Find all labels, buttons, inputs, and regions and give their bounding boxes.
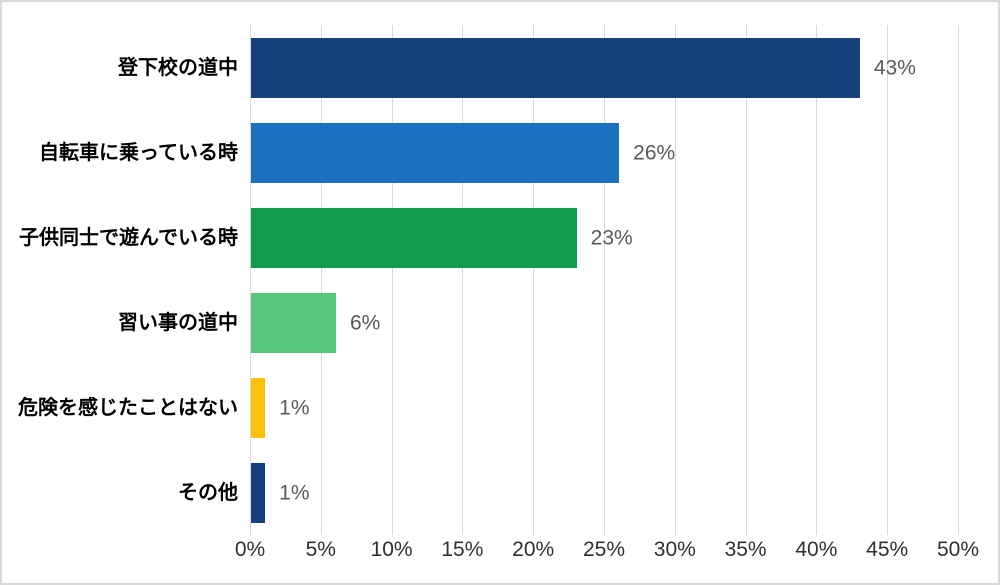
x-tick-label: 50% [936, 538, 980, 561]
gridline [391, 25, 393, 535]
bar [251, 377, 266, 438]
bar [251, 37, 860, 98]
category-label: 子供同士で遊んでいる時 [19, 226, 238, 249]
category-label: 自転車に乗っている時 [39, 141, 238, 164]
value-axis: 0% 5% 10% 15% 20% 25% 30% 35% 40% 45% 50% [2, 538, 998, 569]
category-label: その他 [178, 481, 238, 504]
category-label: 習い事の道中 [118, 311, 238, 334]
x-tick-label: 45% [866, 538, 909, 561]
x-tick-label: 20% [512, 538, 555, 561]
value-label: 23% [590, 226, 633, 249]
gridline [320, 25, 322, 535]
bar [251, 292, 336, 353]
gridline [745, 25, 747, 535]
gridline [533, 25, 535, 535]
value-label: 6% [349, 311, 381, 334]
gridline [250, 25, 251, 535]
plot-area: 43% 26% 23% 6% 1% 1% [250, 25, 959, 535]
x-tick-label: 5% [305, 538, 336, 561]
gridline [958, 25, 959, 535]
gridline [604, 25, 605, 535]
gridline [674, 25, 676, 535]
category-label: 危険を感じたことはない [18, 396, 238, 419]
bar [251, 462, 266, 523]
bar [251, 207, 577, 268]
x-tick-label: 0% [234, 538, 266, 561]
gridline [816, 25, 818, 535]
x-tick-label: 25% [582, 538, 626, 561]
value-label: 43% [873, 56, 916, 79]
category-axis: 登下校の道中自転車に乗っている時子供同士で遊んでいる時習い事の道中危険を感じたこ… [2, 25, 238, 535]
gridline [462, 25, 464, 535]
x-tick-label: 35% [724, 538, 767, 561]
x-tick-label: 10% [370, 538, 413, 561]
value-label: 26% [633, 141, 676, 164]
x-tick-label: 30% [653, 538, 696, 561]
gridline [887, 25, 889, 535]
value-label: 1% [279, 396, 310, 419]
x-tick-label: 40% [795, 538, 838, 561]
value-label: 1% [279, 481, 310, 504]
category-label: 登下校の道中 [118, 56, 238, 79]
bar [251, 122, 620, 183]
x-tick-label: 15% [441, 538, 484, 561]
